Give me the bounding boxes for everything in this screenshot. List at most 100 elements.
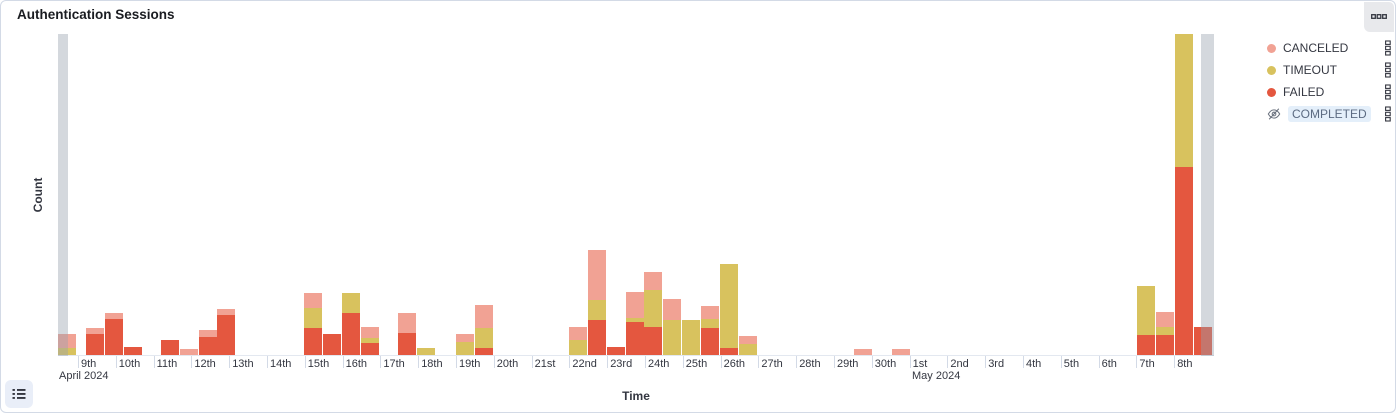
bar-segment-timeout[interactable] bbox=[456, 342, 474, 355]
bar-segment-canceled[interactable] bbox=[626, 292, 644, 318]
bar-segment-canceled[interactable] bbox=[475, 305, 493, 328]
legend-item-failed[interactable]: FAILED bbox=[1267, 81, 1393, 103]
bar-segment-timeout[interactable] bbox=[417, 348, 435, 355]
bar-segment-timeout[interactable] bbox=[475, 328, 493, 348]
bar-apr-10-am[interactable] bbox=[124, 347, 142, 355]
bar-segment-timeout[interactable] bbox=[1156, 327, 1174, 335]
bar-may-8-am[interactable] bbox=[1175, 34, 1193, 355]
bar-may-8-pm[interactable] bbox=[1194, 327, 1212, 355]
legend-label[interactable]: COMPLETED bbox=[1288, 106, 1371, 122]
bar-segment-canceled[interactable] bbox=[217, 309, 235, 315]
bar-segment-failed[interactable] bbox=[304, 328, 322, 355]
bar-segment-canceled[interactable] bbox=[361, 327, 379, 338]
bar-apr-22-am[interactable] bbox=[569, 327, 587, 355]
legend-label[interactable]: FAILED bbox=[1283, 85, 1325, 99]
bar-apr-30-pm[interactable] bbox=[892, 349, 910, 355]
bar-segment-canceled[interactable] bbox=[86, 328, 104, 334]
bar-apr-9-am[interactable] bbox=[86, 328, 104, 355]
bar-segment-canceled[interactable] bbox=[701, 306, 719, 319]
bar-segment-failed[interactable] bbox=[644, 327, 662, 355]
bar-apr-17-pm[interactable] bbox=[398, 313, 416, 355]
bar-segment-canceled[interactable] bbox=[588, 250, 606, 300]
bar-may-7-am[interactable] bbox=[1137, 286, 1155, 355]
bar-segment-canceled[interactable] bbox=[644, 272, 662, 290]
boxes-vertical-icon[interactable] bbox=[1383, 84, 1393, 100]
bar-segment-timeout[interactable] bbox=[342, 293, 360, 313]
bar-segment-timeout[interactable] bbox=[569, 340, 587, 355]
legend-item-completed[interactable]: COMPLETED bbox=[1267, 103, 1393, 125]
bar-segment-failed[interactable] bbox=[701, 328, 719, 355]
bar-segment-canceled[interactable] bbox=[398, 313, 416, 333]
panel-options-button[interactable] bbox=[1364, 2, 1394, 32]
bar-segment-canceled[interactable] bbox=[180, 349, 198, 355]
bar-segment-failed[interactable] bbox=[1194, 327, 1212, 355]
bar-may-7-pm[interactable] bbox=[1156, 312, 1174, 355]
bar-segment-canceled[interactable] bbox=[739, 336, 757, 344]
boxes-vertical-icon[interactable] bbox=[1383, 40, 1393, 56]
bar-segment-failed[interactable] bbox=[1156, 335, 1174, 355]
bar-apr-11-am[interactable] bbox=[161, 340, 179, 355]
bar-segment-timeout[interactable] bbox=[663, 320, 681, 355]
bar-segment-timeout[interactable] bbox=[58, 348, 76, 355]
legend-label[interactable]: TIMEOUT bbox=[1283, 63, 1337, 77]
bar-apr-12-am[interactable] bbox=[199, 330, 217, 355]
bar-segment-timeout[interactable] bbox=[682, 320, 700, 355]
bar-apr-26-am[interactable] bbox=[720, 264, 738, 355]
bar-segment-timeout[interactable] bbox=[1137, 286, 1155, 335]
bar-segment-failed[interactable] bbox=[217, 315, 235, 355]
bar-segment-failed[interactable] bbox=[475, 348, 493, 355]
bar-segment-canceled[interactable] bbox=[892, 349, 910, 355]
bar-segment-canceled[interactable] bbox=[58, 334, 76, 348]
bar-segment-failed[interactable] bbox=[720, 348, 738, 355]
bar-apr-15-am[interactable] bbox=[304, 293, 322, 355]
bar-segment-failed[interactable] bbox=[124, 347, 142, 355]
bar-segment-failed[interactable] bbox=[105, 319, 123, 355]
bar-apr-8-pm[interactable] bbox=[58, 334, 76, 355]
bar-segment-canceled[interactable] bbox=[304, 293, 322, 308]
bar-segment-canceled[interactable] bbox=[1156, 312, 1174, 327]
bar-segment-failed[interactable] bbox=[323, 334, 341, 355]
bar-segment-canceled[interactable] bbox=[569, 327, 587, 340]
bar-segment-failed[interactable] bbox=[361, 343, 379, 355]
bar-segment-failed[interactable] bbox=[199, 337, 217, 355]
bar-segment-timeout[interactable] bbox=[626, 318, 644, 322]
legend-label[interactable]: CANCELED bbox=[1283, 41, 1349, 55]
bar-segment-failed[interactable] bbox=[398, 333, 416, 355]
bar-apr-24-pm[interactable] bbox=[663, 299, 681, 355]
bar-segment-failed[interactable] bbox=[342, 313, 360, 355]
bar-segment-canceled[interactable] bbox=[199, 330, 217, 337]
legend-toggle-button[interactable] bbox=[5, 380, 33, 408]
bar-apr-18-am[interactable] bbox=[417, 348, 435, 355]
bar-apr-25-pm[interactable] bbox=[701, 306, 719, 355]
bar-segment-canceled[interactable] bbox=[456, 334, 474, 342]
bar-apr-22-pm[interactable] bbox=[588, 250, 606, 355]
bar-segment-timeout[interactable] bbox=[644, 290, 662, 327]
bar-apr-19-pm[interactable] bbox=[475, 305, 493, 355]
bar-apr-15-pm[interactable] bbox=[323, 334, 341, 355]
legend-item-timeout[interactable]: TIMEOUT bbox=[1267, 59, 1393, 81]
bar-apr-12-pm[interactable] bbox=[217, 309, 235, 355]
bar-apr-29-pm[interactable] bbox=[854, 349, 872, 355]
bar-segment-failed[interactable] bbox=[607, 347, 625, 355]
bar-segment-timeout[interactable] bbox=[361, 338, 379, 343]
boxes-vertical-icon[interactable] bbox=[1383, 106, 1393, 122]
bar-apr-24-am[interactable] bbox=[644, 272, 662, 355]
bar-segment-timeout[interactable] bbox=[1175, 34, 1193, 167]
bar-segment-canceled[interactable] bbox=[854, 349, 872, 355]
bar-segment-timeout[interactable] bbox=[720, 264, 738, 348]
bar-segment-failed[interactable] bbox=[588, 320, 606, 355]
bar-segment-failed[interactable] bbox=[86, 334, 104, 355]
bar-apr-26-pm[interactable] bbox=[739, 336, 757, 355]
bar-apr-25-am[interactable] bbox=[682, 320, 700, 355]
bar-apr-19-am[interactable] bbox=[456, 334, 474, 355]
bar-segment-failed[interactable] bbox=[1137, 335, 1155, 355]
boxes-vertical-icon[interactable] bbox=[1383, 62, 1393, 78]
legend-item-canceled[interactable]: CANCELED bbox=[1267, 37, 1393, 59]
bar-apr-23-am[interactable] bbox=[607, 347, 625, 355]
bar-segment-timeout[interactable] bbox=[701, 319, 719, 328]
bar-segment-canceled[interactable] bbox=[105, 313, 123, 319]
bar-apr-11-pm[interactable] bbox=[180, 349, 198, 355]
bar-segment-canceled[interactable] bbox=[663, 299, 681, 320]
bar-apr-16-am[interactable] bbox=[342, 293, 360, 355]
bar-segment-failed[interactable] bbox=[626, 322, 644, 355]
